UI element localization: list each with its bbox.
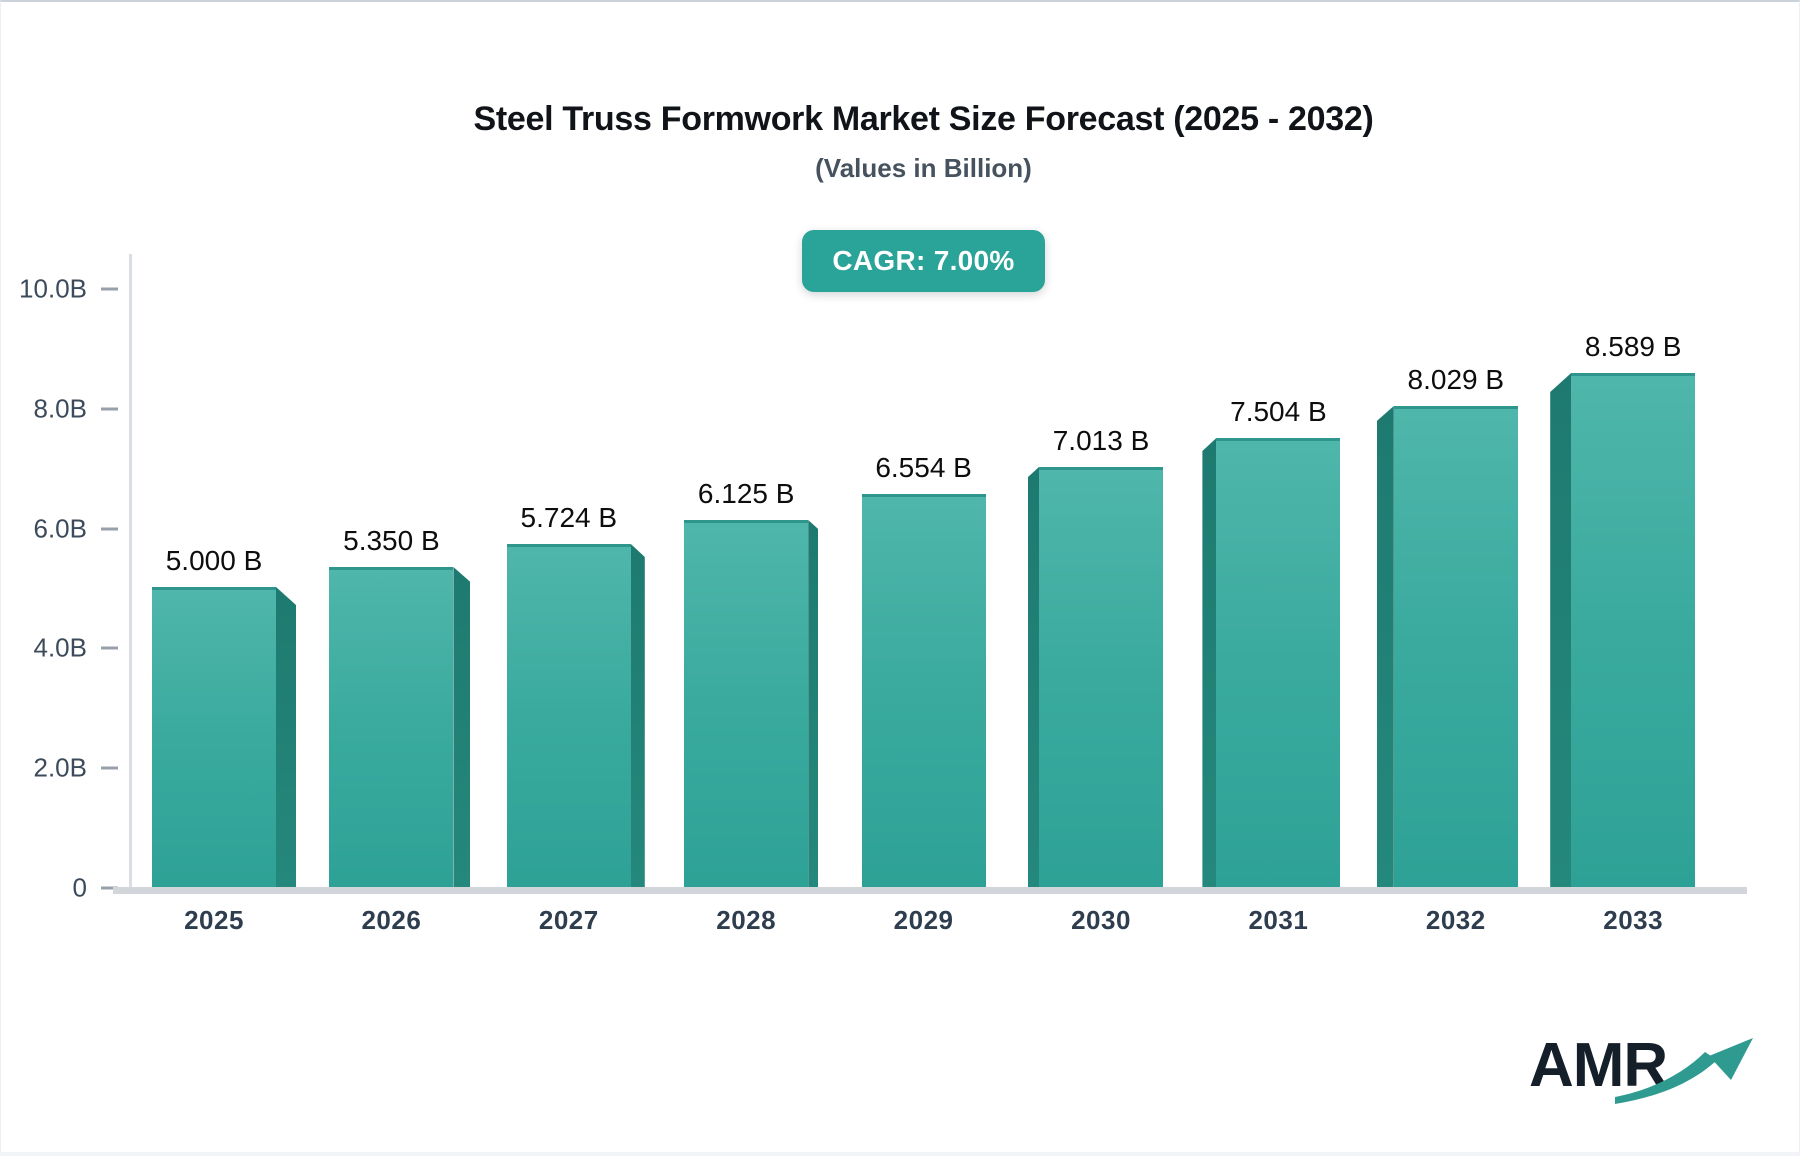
x-axis-label-2031: 2031 <box>1248 905 1309 935</box>
y-axis-line <box>129 254 132 888</box>
bar-2032-side-face <box>1376 406 1394 887</box>
bar-value-label-2026: 5.350 B <box>343 525 440 556</box>
y-tick-mark <box>101 407 118 411</box>
y-tick-mark <box>101 287 118 291</box>
growth-arrow-icon <box>1615 1038 1753 1104</box>
y-tick-mark <box>101 646 118 650</box>
x-axis-label-2028: 2028 <box>716 905 777 935</box>
bar-value-label-2029: 6.554 B <box>875 452 972 483</box>
bar-value-label-2033: 8.589 B <box>1584 331 1682 362</box>
bar-2032 <box>1393 406 1518 887</box>
y-tick-mark <box>101 886 118 890</box>
bar-2028 <box>684 520 809 887</box>
bar-value-label-2031: 7.504 B <box>1230 396 1327 427</box>
bar-2031 <box>1216 438 1341 887</box>
y-tick-mark <box>101 527 118 531</box>
x-axis-label-2030: 2030 <box>1071 905 1131 935</box>
chart-subtitle: (Values in Billion) <box>815 153 1032 183</box>
bar-2033-side-face <box>1550 373 1572 887</box>
x-axis-label-2027: 2027 <box>538 905 599 935</box>
y-tick-label: 10.0B <box>19 273 87 304</box>
bar-2029 <box>861 494 986 887</box>
y-tick-label: 0 <box>72 872 87 903</box>
chart-header: Steel Truss Formwork Market Size Forecas… <box>101 2 1746 292</box>
x-axis-baseline <box>113 887 1747 894</box>
bar-2027-side-face <box>630 544 645 887</box>
x-axis-label-2033: 2033 <box>1603 905 1664 935</box>
y-tick-label: 8.0B <box>33 393 88 424</box>
bar-2031-side-face <box>1202 438 1217 887</box>
bar-2027 <box>506 544 631 887</box>
y-tick-mark <box>101 766 118 770</box>
bar-value-label-2032: 8.029 B <box>1407 364 1505 395</box>
bar-2026 <box>329 567 454 887</box>
bar-value-label-2030: 7.013 B <box>1052 425 1150 456</box>
y-tick-label: 4.0B <box>33 632 88 663</box>
y-tick-label: 6.0B <box>33 513 88 544</box>
bar-2026-side-face <box>453 567 471 887</box>
bar-2025-side-face <box>276 587 296 887</box>
amr-logo-text: AMR <box>1529 1031 1668 1100</box>
bar-value-label-2025: 5.000 B <box>165 545 263 576</box>
bar-2033 <box>1571 373 1696 887</box>
bar-value-label-2028: 6.125 B <box>697 478 795 509</box>
y-tick-label: 2.0B <box>33 752 88 783</box>
x-axis-label-2029: 2029 <box>893 905 954 935</box>
x-axis-label-2026: 2026 <box>361 905 422 935</box>
bar-2030 <box>1039 467 1163 887</box>
bar-2025 <box>152 587 276 887</box>
bar-2030-side-face <box>1028 467 1039 887</box>
bar-value-label-2027: 5.724 B <box>520 502 618 533</box>
x-axis-label-2025: 2025 <box>184 905 244 935</box>
x-axis-label-2032: 2032 <box>1425 905 1486 935</box>
amr-logo: AMR <box>1529 1030 1769 1110</box>
chart-title: Steel Truss Formwork Market Size Forecas… <box>473 100 1374 138</box>
cagr-badge: CAGR: 7.00% <box>802 230 1045 292</box>
bar-2028-side-face <box>808 520 819 887</box>
